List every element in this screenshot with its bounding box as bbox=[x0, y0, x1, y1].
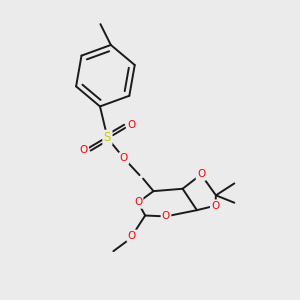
Text: O: O bbox=[120, 153, 128, 164]
Text: O: O bbox=[134, 197, 142, 207]
Text: O: O bbox=[128, 231, 136, 241]
Text: O: O bbox=[80, 145, 88, 155]
Text: O: O bbox=[162, 212, 170, 221]
Text: S: S bbox=[104, 131, 111, 144]
Text: O: O bbox=[197, 169, 205, 179]
Text: O: O bbox=[211, 201, 219, 211]
Text: O: O bbox=[127, 120, 135, 130]
